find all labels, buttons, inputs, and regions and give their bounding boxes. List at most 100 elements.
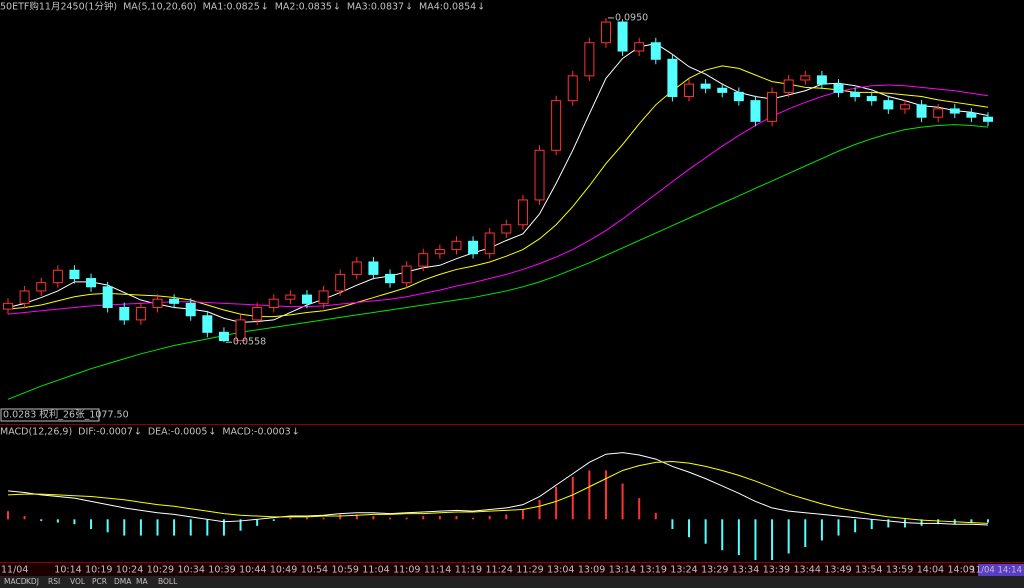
indicator-tab[interactable]: MACD <box>4 577 27 586</box>
indicator-tab[interactable]: BOLL <box>158 577 178 586</box>
candle-body <box>883 100 894 110</box>
x-tick-label: 13:24 <box>670 565 697 576</box>
candle-body <box>551 100 562 151</box>
candle-body <box>933 108 944 118</box>
x-tick-label: 11:24 <box>486 565 513 576</box>
indicator-tab[interactable]: RSI <box>48 577 60 586</box>
header-label: MACD(12,26,9) <box>0 427 72 438</box>
bottom-value: 0.0283 <box>3 410 36 421</box>
x-tick-label: 10:19 <box>85 565 112 576</box>
indicator-tab[interactable]: PCR <box>92 577 107 586</box>
annotation-label: 0.0950 <box>615 12 648 23</box>
x-tick-label: 13:49 <box>824 565 851 576</box>
header-label: 50ETF购11月2450(1分钟) <box>0 1 117 13</box>
candle-body <box>833 83 844 93</box>
candle-body <box>368 261 379 275</box>
x-tick-label: 13:44 <box>794 565 821 576</box>
x-tick-label: 10:44 <box>239 565 266 576</box>
x-tick-label: 13:39 <box>763 565 790 576</box>
current-time-box <box>978 564 1024 576</box>
x-tick-label: 13:04 <box>547 565 574 576</box>
header-label: DIF:-0.0007 <box>78 427 133 438</box>
candle-body <box>351 261 362 275</box>
x-tick-label: 13:54 <box>855 565 882 576</box>
ma-line <box>7 65 989 318</box>
x-tick-label: 10:49 <box>270 565 297 576</box>
header-label: MA4:0.0854 <box>419 2 476 13</box>
header-label: ↓ <box>208 427 216 438</box>
candle-body <box>268 298 279 308</box>
candle-body <box>318 290 329 304</box>
x-tick-label: 13:09 <box>578 565 605 576</box>
x-tick-label: 13:59 <box>886 565 913 576</box>
x-tick-label: 10:54 <box>301 565 328 576</box>
candle-body <box>484 232 495 255</box>
x-tick-label: 14:09 <box>948 565 975 576</box>
ma-line <box>7 124 989 400</box>
x-tick-label: 11:19 <box>455 565 482 576</box>
x-tick-label: 13:14 <box>609 565 636 576</box>
candle-body <box>850 91 861 98</box>
header-label: ↓ <box>477 2 485 13</box>
candle-body <box>717 87 728 93</box>
x-tick-label: 10:34 <box>178 565 205 576</box>
candle-body <box>584 42 595 77</box>
header-label: ↓ <box>333 2 341 13</box>
candle-body <box>36 282 47 292</box>
candle-body <box>202 315 213 333</box>
header-label: ↓ <box>292 427 300 438</box>
macd-line <box>7 452 989 526</box>
position-box <box>0 408 100 422</box>
candle-body <box>750 100 761 122</box>
time-axis-band <box>0 563 1024 576</box>
x-tick-label: 10:59 <box>332 565 359 576</box>
candle-body <box>86 278 97 288</box>
header-label: MA3:0.0837 <box>347 2 404 13</box>
candle-body <box>52 269 63 284</box>
candle-body <box>401 265 412 284</box>
candle-body <box>700 83 711 89</box>
candle-body <box>69 269 80 280</box>
indicator-tab[interactable]: DMA <box>114 577 132 586</box>
candle-body <box>783 79 794 93</box>
candle-body <box>335 273 346 292</box>
x-tick-label: 10:14 <box>54 565 81 576</box>
candle-body <box>800 75 811 81</box>
candle-body <box>252 306 263 321</box>
x-tick-label: 10:24 <box>116 565 143 576</box>
candle-body <box>501 224 512 234</box>
candle-body <box>185 302 196 317</box>
indicator-tab[interactable]: KDJ <box>26 577 39 586</box>
header-label: DEA:-0.0005 <box>148 427 208 438</box>
candle-body <box>285 294 296 300</box>
candle-body <box>102 286 113 308</box>
candle-body <box>3 302 13 310</box>
candle-body <box>434 249 445 255</box>
header-label: MACD:-0.0003 <box>222 427 290 438</box>
x-tick-label: 11:14 <box>424 565 451 576</box>
indicator-tab[interactable]: MA <box>136 577 148 586</box>
candle-body <box>235 319 246 342</box>
x-tick-label: 11:04 <box>362 565 389 576</box>
macd-line <box>7 461 989 524</box>
header-label: MA1:0.0825 <box>203 2 260 13</box>
date-label: 11/04 <box>1 565 28 576</box>
candle-body <box>218 331 229 342</box>
annotation-label: 0.0558 <box>233 337 266 348</box>
header-label: ↓ <box>134 427 142 438</box>
candle-body <box>667 58 678 98</box>
candle-body <box>135 306 146 321</box>
x-tick-label: 13:34 <box>732 565 759 576</box>
indicator-tab[interactable]: VOL <box>70 577 86 586</box>
x-tick-label: 10:29 <box>147 565 174 576</box>
header-label: ↓ <box>405 2 413 13</box>
candle-body <box>517 199 528 226</box>
candle-body <box>983 116 993 122</box>
x-tick-label: 11:29 <box>516 565 543 576</box>
header-label: ↓ <box>261 2 269 13</box>
candle-body <box>966 112 977 118</box>
candle-body <box>650 42 661 60</box>
position-label: 权利_26张_1077.50 <box>39 409 128 421</box>
